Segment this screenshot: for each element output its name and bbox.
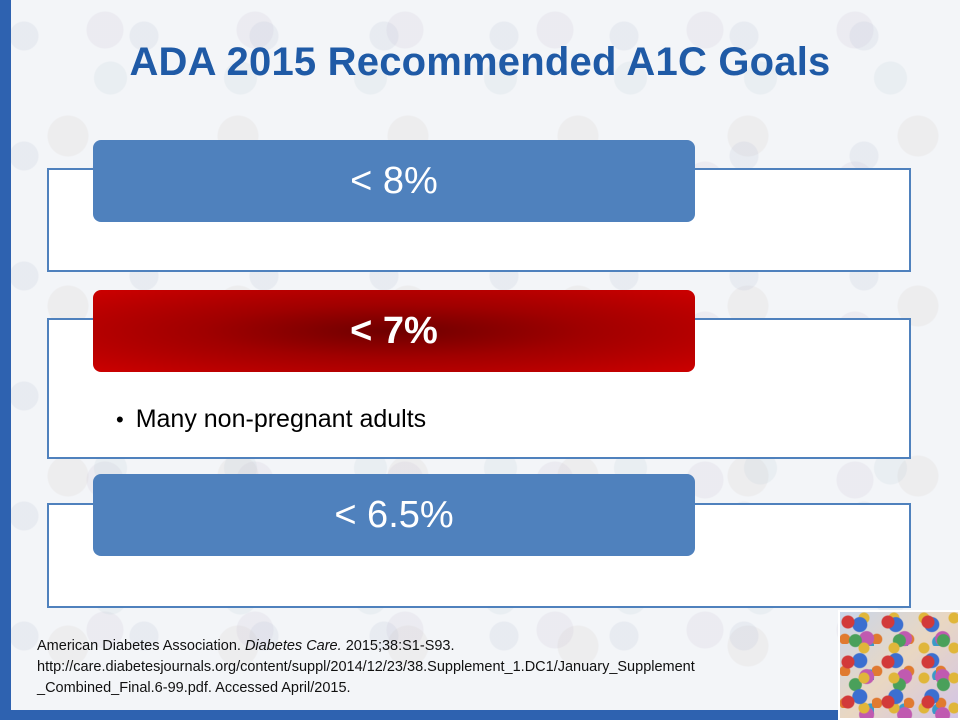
- citation-url-line-2: _Combined_Final.6-99.pdf. Accessed April…: [37, 680, 351, 696]
- goal-label-3: < 6.5%: [93, 474, 695, 556]
- bullet-dot-icon: •: [116, 406, 124, 432]
- goal-2-bullet: • Many non-pregnant adults: [116, 405, 426, 434]
- goal-label-2: < 7%: [93, 290, 695, 372]
- decorative-mosaic-image: [838, 610, 960, 720]
- bottom-accent-bar: [0, 710, 960, 720]
- citation-journal: Diabetes Care.: [244, 638, 342, 654]
- citation-line-1: American Diabetes Association. Diabetes …: [37, 636, 837, 657]
- goal-label-1: < 8%: [93, 140, 695, 222]
- citation: American Diabetes Association. Diabetes …: [37, 636, 837, 699]
- citation-author: American Diabetes Association.: [37, 638, 241, 654]
- citation-ref: 2015;38:S1-S93.: [345, 638, 455, 654]
- citation-url-line-1[interactable]: http://care.diabetesjournals.org/content…: [37, 659, 695, 675]
- left-accent-bar: [0, 0, 11, 720]
- goal-2-bullet-text: Many non-pregnant adults: [135, 405, 427, 433]
- slide-title: ADA 2015 Recommended A1C Goals: [129, 40, 831, 84]
